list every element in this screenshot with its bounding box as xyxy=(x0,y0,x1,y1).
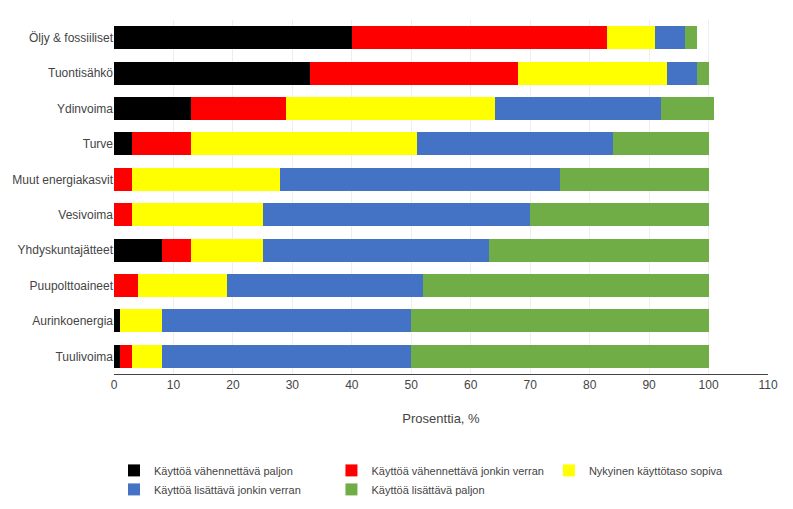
svg-text:100: 100 xyxy=(699,378,719,392)
svg-text:60: 60 xyxy=(464,378,478,392)
svg-text:Turve: Turve xyxy=(83,137,114,151)
svg-text:90: 90 xyxy=(642,378,656,392)
svg-text:110: 110 xyxy=(758,378,777,392)
svg-text:Yhdyskuntajätteet: Yhdyskuntajätteet xyxy=(18,243,114,257)
svg-text:Tuulivoima: Tuulivoima xyxy=(55,350,113,364)
svg-text:Öljy & fossiiliset: Öljy & fossiiliset xyxy=(29,31,114,45)
svg-text:Muut energiakasvit: Muut energiakasvit xyxy=(12,173,113,187)
svg-text:Käyttöä vähennettävä jonkin ve: Käyttöä vähennettävä jonkin verran xyxy=(371,465,543,477)
svg-text:70: 70 xyxy=(524,378,538,392)
svg-text:Aurinkoenergia: Aurinkoenergia xyxy=(32,314,113,328)
svg-text:Vesivoima: Vesivoima xyxy=(58,208,113,222)
svg-text:Puupolttoaineet: Puupolttoaineet xyxy=(30,279,114,293)
svg-text:0: 0 xyxy=(111,378,118,392)
svg-text:Nykyinen käyttötaso sopiva: Nykyinen käyttötaso sopiva xyxy=(589,465,723,477)
svg-text:Prosenttia, %: Prosenttia, % xyxy=(402,411,480,426)
svg-text:80: 80 xyxy=(583,378,597,392)
svg-text:20: 20 xyxy=(226,378,240,392)
svg-text:40: 40 xyxy=(345,378,359,392)
svg-text:50: 50 xyxy=(405,378,419,392)
svg-text:Käyttöä lisättävä paljon: Käyttöä lisättävä paljon xyxy=(371,484,484,496)
svg-text:30: 30 xyxy=(286,378,300,392)
svg-text:Tuontisähkö: Tuontisähkö xyxy=(48,66,113,80)
svg-text:Käyttöä vähennettävä paljon: Käyttöä vähennettävä paljon xyxy=(154,465,293,477)
svg-text:Käyttöä lisättävä jonkin verra: Käyttöä lisättävä jonkin verran xyxy=(154,484,301,496)
svg-text:Ydinvoima: Ydinvoima xyxy=(57,102,113,116)
svg-text:10: 10 xyxy=(167,378,181,392)
